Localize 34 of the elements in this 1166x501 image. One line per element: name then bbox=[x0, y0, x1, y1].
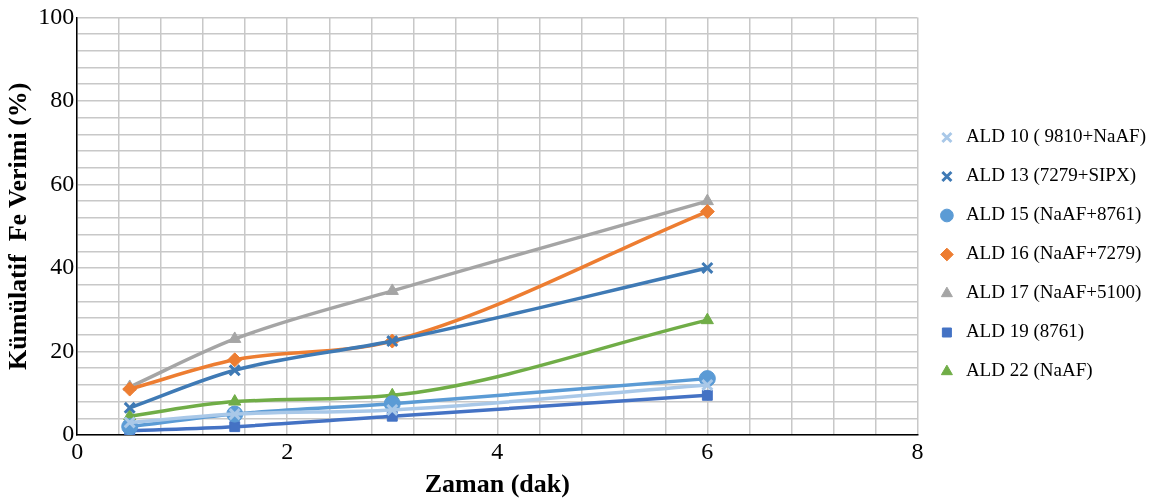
legend-label: ALD 16 (NaAF+7279) bbox=[965, 242, 1142, 265]
y-axis-title: Kümülatif Fe Verimi (%) bbox=[3, 82, 33, 370]
point bbox=[700, 193, 714, 206]
y-tick-label: 60 bbox=[50, 169, 75, 196]
point bbox=[700, 312, 714, 325]
legend-label: ALD 10 ( 9810+NaAF) bbox=[965, 125, 1147, 148]
point bbox=[228, 394, 242, 406]
x-tick-label: 8 bbox=[911, 437, 924, 464]
point bbox=[700, 378, 714, 392]
x-tick-label: 4 bbox=[491, 437, 504, 464]
point bbox=[227, 352, 243, 368]
x-tick-label: 6 bbox=[701, 437, 714, 464]
point bbox=[700, 261, 714, 275]
y-tick-label: 40 bbox=[50, 253, 75, 280]
point bbox=[699, 204, 715, 220]
point bbox=[385, 283, 399, 295]
point bbox=[385, 403, 399, 417]
x-tick-label: 2 bbox=[281, 437, 294, 464]
y-tick-label: 80 bbox=[50, 86, 75, 113]
y-tick-label: 20 bbox=[50, 336, 75, 363]
y-tick-label: 100 bbox=[38, 2, 75, 29]
point bbox=[228, 331, 242, 343]
point bbox=[701, 389, 713, 401]
point bbox=[123, 416, 137, 429]
legend-label: ALD 15 (NaAF+8761) bbox=[965, 203, 1142, 226]
legend-label: ALD 17 (NaAF+5100) bbox=[965, 281, 1142, 304]
legend-label: ALD 22 (NaAF) bbox=[965, 359, 1093, 382]
legend-label: ALD 19 (8761) bbox=[965, 320, 1085, 343]
x-axis-title: Zaman (dak) bbox=[424, 469, 570, 499]
point bbox=[229, 421, 241, 433]
point bbox=[123, 401, 137, 415]
point bbox=[122, 381, 138, 397]
legend-label: ALD 13 (7279+SIPX) bbox=[965, 164, 1136, 187]
point bbox=[228, 363, 242, 377]
